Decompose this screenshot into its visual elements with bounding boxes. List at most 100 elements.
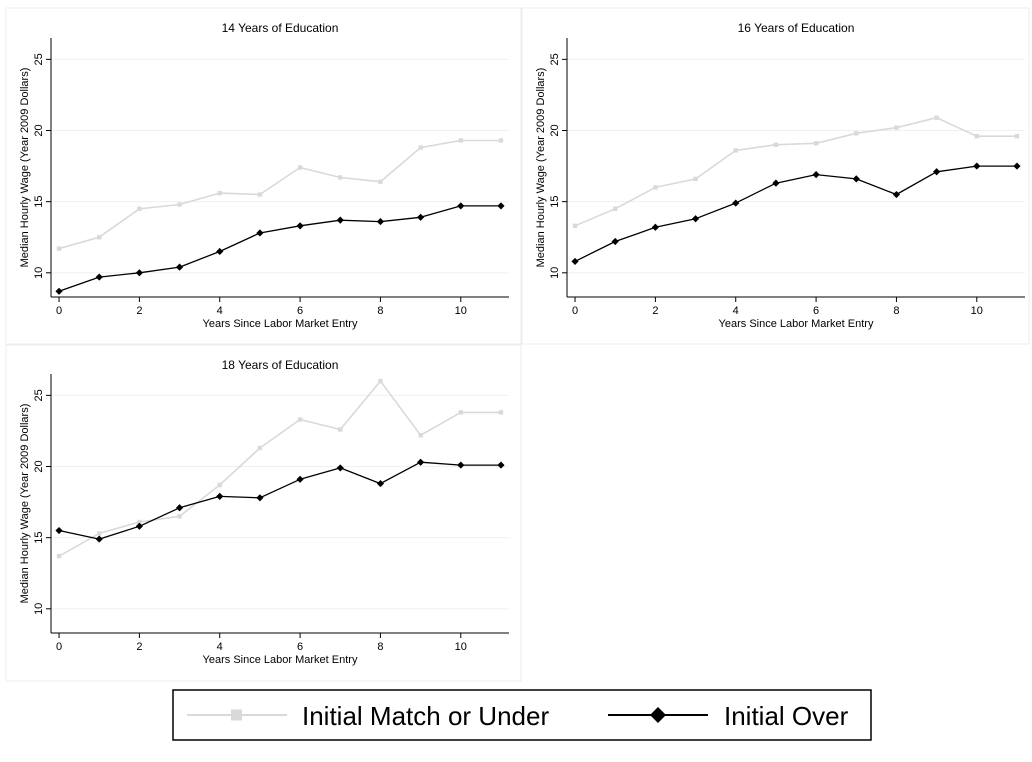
x-tick-label: 8 (377, 305, 383, 317)
point-initial-match (297, 165, 303, 170)
x-tick-label: 2 (652, 305, 658, 317)
point-initial-match (378, 378, 383, 384)
point-initial-over (772, 179, 780, 187)
x-axis-label: Years Since Labor Market Entry (203, 318, 358, 330)
point-initial-match (137, 206, 142, 211)
point-initial-match (217, 190, 222, 196)
point-initial-match (97, 531, 102, 536)
point-initial-match (378, 179, 383, 184)
point-initial-match (56, 246, 62, 251)
x-tick-label: 4 (217, 641, 223, 653)
x-axis-label: Years Since Labor Market Entry (719, 318, 874, 330)
legend-label-over: Initial Over (724, 701, 849, 731)
point-initial-over (457, 202, 465, 210)
point-initial-match (177, 514, 182, 519)
panel-frame (5, 344, 522, 682)
point-initial-over (296, 222, 304, 230)
point-initial-over (376, 479, 385, 488)
point-initial-over (256, 229, 264, 237)
series-line-initial-over (58, 205, 501, 292)
point-initial-over (95, 273, 103, 281)
x-tick-label: 0 (572, 305, 578, 317)
x-tick-label: 8 (893, 305, 899, 317)
point-initial-over (175, 263, 184, 271)
x-tick-label: 10 (455, 305, 467, 317)
panel-title: 18 Years of Education (222, 358, 339, 372)
point-initial-match (97, 235, 102, 240)
point-initial-over (651, 223, 659, 231)
point-initial-match (418, 145, 423, 150)
point-initial-match (338, 175, 343, 180)
point-initial-over (55, 526, 63, 535)
y-tick-label: 25 (33, 53, 45, 65)
point-initial-over (336, 216, 344, 224)
point-initial-over (812, 171, 820, 179)
x-tick-label: 2 (136, 641, 142, 653)
point-initial-over (256, 494, 264, 502)
point-initial-over (336, 464, 344, 472)
x-axis-label: Years Since Labor Market Entry (203, 654, 358, 666)
series-line-initial-over (58, 461, 501, 540)
y-axis-label: Median Hourly Wage (Year 2009 Dollars) (535, 68, 547, 268)
point-initial-over (216, 247, 224, 256)
point-initial-match (177, 202, 182, 207)
point-initial-match (257, 445, 263, 451)
y-tick-label: 15 (549, 196, 561, 208)
point-initial-over (135, 269, 143, 277)
point-initial-match (1014, 133, 1020, 139)
x-tick-label: 4 (217, 305, 223, 317)
panel-title: 16 Years of Education (738, 21, 855, 35)
point-initial-match (854, 131, 859, 136)
x-tick-label: 6 (297, 305, 303, 317)
x-tick-label: 2 (136, 305, 142, 317)
point-initial-over (296, 475, 304, 483)
point-initial-match (572, 223, 578, 229)
x-tick-label: 6 (297, 641, 303, 653)
point-initial-over (175, 504, 184, 512)
point-initial-match (217, 482, 222, 488)
y-tick-label: 15 (33, 532, 45, 544)
chart-panel-1: 10 15 20 25 0 2 4 6 8 10 16 Years of Education Year… (521, 7, 1030, 345)
series-line-initial-match (574, 116, 1017, 227)
point-initial-match (773, 142, 779, 147)
y-tick-label: 20 (549, 124, 561, 136)
y-tick-label: 10 (33, 603, 45, 615)
point-initial-match (498, 138, 504, 143)
point-initial-match (733, 148, 738, 153)
point-initial-match (693, 176, 698, 182)
legend-marker-square (231, 709, 242, 721)
legend-box (172, 689, 872, 741)
y-axis-label: Median Hourly Wage (Year 2009 Dollars) (19, 404, 31, 604)
y-axis-label: Median Hourly Wage (Year 2009 Dollars) (19, 68, 31, 268)
point-initial-over (732, 199, 740, 207)
point-initial-over (611, 237, 619, 246)
point-initial-match (934, 115, 939, 120)
point-initial-over (95, 535, 103, 543)
panel-frame (5, 7, 522, 345)
panel-title: 14 Years of Education (222, 21, 339, 35)
chart-panel-2: 10 15 20 25 0 2 4 6 8 10 18 Years of Education Year… (5, 344, 522, 682)
point-initial-over (417, 213, 425, 221)
series-line-initial-over (574, 165, 1017, 262)
y-tick-label: 10 (33, 267, 45, 279)
x-tick-label: 4 (733, 305, 739, 317)
point-initial-over (973, 162, 981, 170)
x-tick-label: 0 (56, 641, 62, 653)
point-initial-over (216, 492, 224, 500)
series-line-initial-match (58, 139, 501, 250)
point-initial-over (376, 217, 385, 226)
y-tick-label: 20 (33, 460, 45, 472)
point-initial-over (135, 522, 143, 530)
x-tick-label: 8 (377, 641, 383, 653)
point-initial-over (55, 287, 63, 295)
point-initial-over (571, 257, 579, 266)
chart-panel-0: 10 15 20 25 0 2 4 6 8 10 14 Years of Education Year… (5, 7, 522, 345)
series-line-initial-match (58, 380, 501, 557)
y-tick-label: 20 (33, 124, 45, 136)
legend-label-match: Initial Match or Under (302, 701, 549, 731)
y-tick-label: 25 (549, 53, 561, 65)
point-initial-match (974, 133, 979, 139)
panel-frame (521, 7, 1030, 345)
point-initial-match (498, 410, 504, 415)
